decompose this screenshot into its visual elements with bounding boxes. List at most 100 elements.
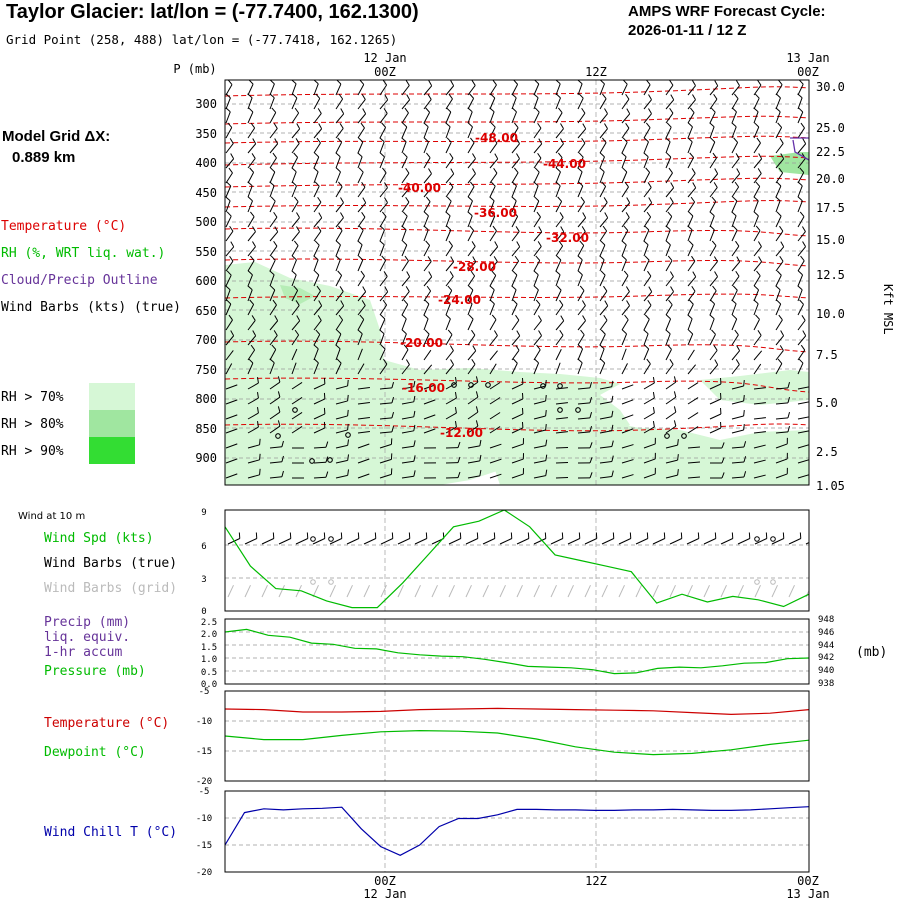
upper-wind-barb-feather xyxy=(670,286,674,292)
upper-wind-barb xyxy=(665,459,678,464)
upper-wind-barb xyxy=(621,230,629,242)
upper-wind-barb xyxy=(511,158,520,169)
upper-wind-barb-feather xyxy=(687,137,693,143)
upper-wind-barb-feather xyxy=(335,167,341,173)
upper-wind-barb xyxy=(533,349,541,361)
upper-wind-barb xyxy=(665,349,672,361)
calm-wind-marker xyxy=(345,432,351,438)
upper-wind-barb xyxy=(731,173,741,184)
upper-wind-barb xyxy=(665,244,671,257)
upper-wind-barb xyxy=(269,128,278,139)
upper-wind-barb-feather xyxy=(423,225,429,231)
upper-wind-barb-feather xyxy=(579,240,585,246)
kft-tick-11: 1.05 xyxy=(816,479,845,493)
wind-grid-barbs xyxy=(227,579,809,598)
upper-wind-barb xyxy=(775,127,783,139)
upper-wind-barb xyxy=(533,143,543,154)
upper-wind-barb xyxy=(225,200,231,213)
upper-wind-barb xyxy=(445,276,454,287)
upper-wind-barb xyxy=(621,399,634,405)
upper-wind-barb xyxy=(599,290,608,302)
upper-wind-barb-feather xyxy=(445,314,451,320)
upper-wind-barb xyxy=(247,444,260,449)
upper-wind-barb-feather xyxy=(611,410,614,417)
upper-wind-barb xyxy=(423,215,429,228)
upper-wind-barb-feather xyxy=(490,211,496,217)
upper-wind-barb-feather xyxy=(317,108,322,114)
upper-wind-barb xyxy=(225,363,233,375)
upper-wind-barb xyxy=(731,415,744,420)
upper-wind-barb xyxy=(489,261,498,272)
upper-wind-barb-feather xyxy=(735,359,740,365)
upper-wind-barb xyxy=(357,156,363,169)
upper-wind-barb-feather xyxy=(797,93,803,99)
temp-panel-content xyxy=(225,691,809,781)
upper-wind-barb xyxy=(401,460,414,464)
upper-wind-barb-feather xyxy=(736,345,741,351)
upper-wind-barb-feather xyxy=(777,80,783,85)
wind-10m-barb xyxy=(380,538,393,545)
isotherm-label-36: -36.00 xyxy=(474,206,517,220)
temp-tick-m15: -15 xyxy=(196,747,212,757)
upper-wind-barb xyxy=(511,231,520,242)
upper-wind-barb-feather xyxy=(514,255,520,262)
upper-wind-barb-feather xyxy=(753,299,759,305)
upper-wind-barb xyxy=(357,473,370,479)
upper-wind-barb xyxy=(775,84,783,96)
upper-wind-barb-feather xyxy=(228,167,233,174)
upper-wind-barb-feather xyxy=(335,255,341,261)
upper-wind-barb-feather xyxy=(491,314,497,320)
upper-wind-barb xyxy=(423,229,429,242)
p-tick-450: 450 xyxy=(195,186,217,200)
upper-wind-barb xyxy=(269,396,281,405)
wind-grid-barb xyxy=(227,585,234,598)
upper-wind-barb-feather xyxy=(665,240,671,246)
upper-wind-barb xyxy=(797,444,809,449)
upper-wind-barb-feather xyxy=(457,456,461,463)
upper-wind-barb-feather xyxy=(733,137,738,143)
upper-wind-barb-feather xyxy=(778,314,783,321)
upper-wind-barb-feather xyxy=(347,439,350,446)
upper-wind-barb-feather xyxy=(248,358,254,364)
time-label-top-00z-a: 00Z xyxy=(374,65,396,79)
upper-wind-barb xyxy=(401,126,408,139)
upper-wind-barb xyxy=(687,215,694,228)
upper-wind-barb-feather xyxy=(423,137,429,143)
upper-wind-barb xyxy=(401,85,410,96)
upper-wind-barb-feather xyxy=(666,122,672,128)
upper-wind-barb xyxy=(775,230,784,242)
upper-wind-barb xyxy=(643,172,651,184)
upper-wind-barb-feather xyxy=(249,255,255,261)
upper-wind-barb xyxy=(401,244,408,257)
upper-wind-barb-feather xyxy=(777,122,782,128)
upper-wind-barb-feather xyxy=(467,299,473,305)
upper-wind-barb xyxy=(357,387,370,390)
upper-wind-barb-feather xyxy=(743,471,747,478)
upper-wind-barb-feather xyxy=(713,345,718,351)
press-tick-944: 944 xyxy=(818,641,834,651)
wind-grid-barb xyxy=(737,585,744,598)
upper-wind-barb xyxy=(423,201,431,213)
upper-wind-barb xyxy=(269,411,281,420)
pressure-panel-frame xyxy=(224,618,810,685)
upper-wind-barb-feather xyxy=(611,470,614,477)
upper-wind-barb xyxy=(687,187,697,198)
upper-wind-barb-feather xyxy=(428,80,433,87)
upper-wind-barb-feather xyxy=(625,212,630,218)
upper-wind-barb xyxy=(225,97,231,110)
calm-wind-marker-grid xyxy=(310,579,316,585)
upper-wind-barb xyxy=(467,303,473,316)
upper-wind-barb xyxy=(379,402,392,405)
upper-wind-barb-feather xyxy=(692,80,696,86)
upper-wind-barb xyxy=(555,417,568,420)
isotherm-line xyxy=(225,86,809,97)
upper-wind-barb-feather xyxy=(625,286,630,292)
upper-wind-barb-feather xyxy=(753,211,759,217)
upper-wind-barb xyxy=(313,185,320,198)
upper-wind-barb xyxy=(643,216,652,228)
upper-wind-barb xyxy=(753,444,766,449)
upper-wind-barb-feather xyxy=(228,314,233,321)
upper-wind-barb xyxy=(753,335,762,346)
upper-wind-barb xyxy=(599,430,612,434)
upper-wind-barb xyxy=(467,350,477,361)
